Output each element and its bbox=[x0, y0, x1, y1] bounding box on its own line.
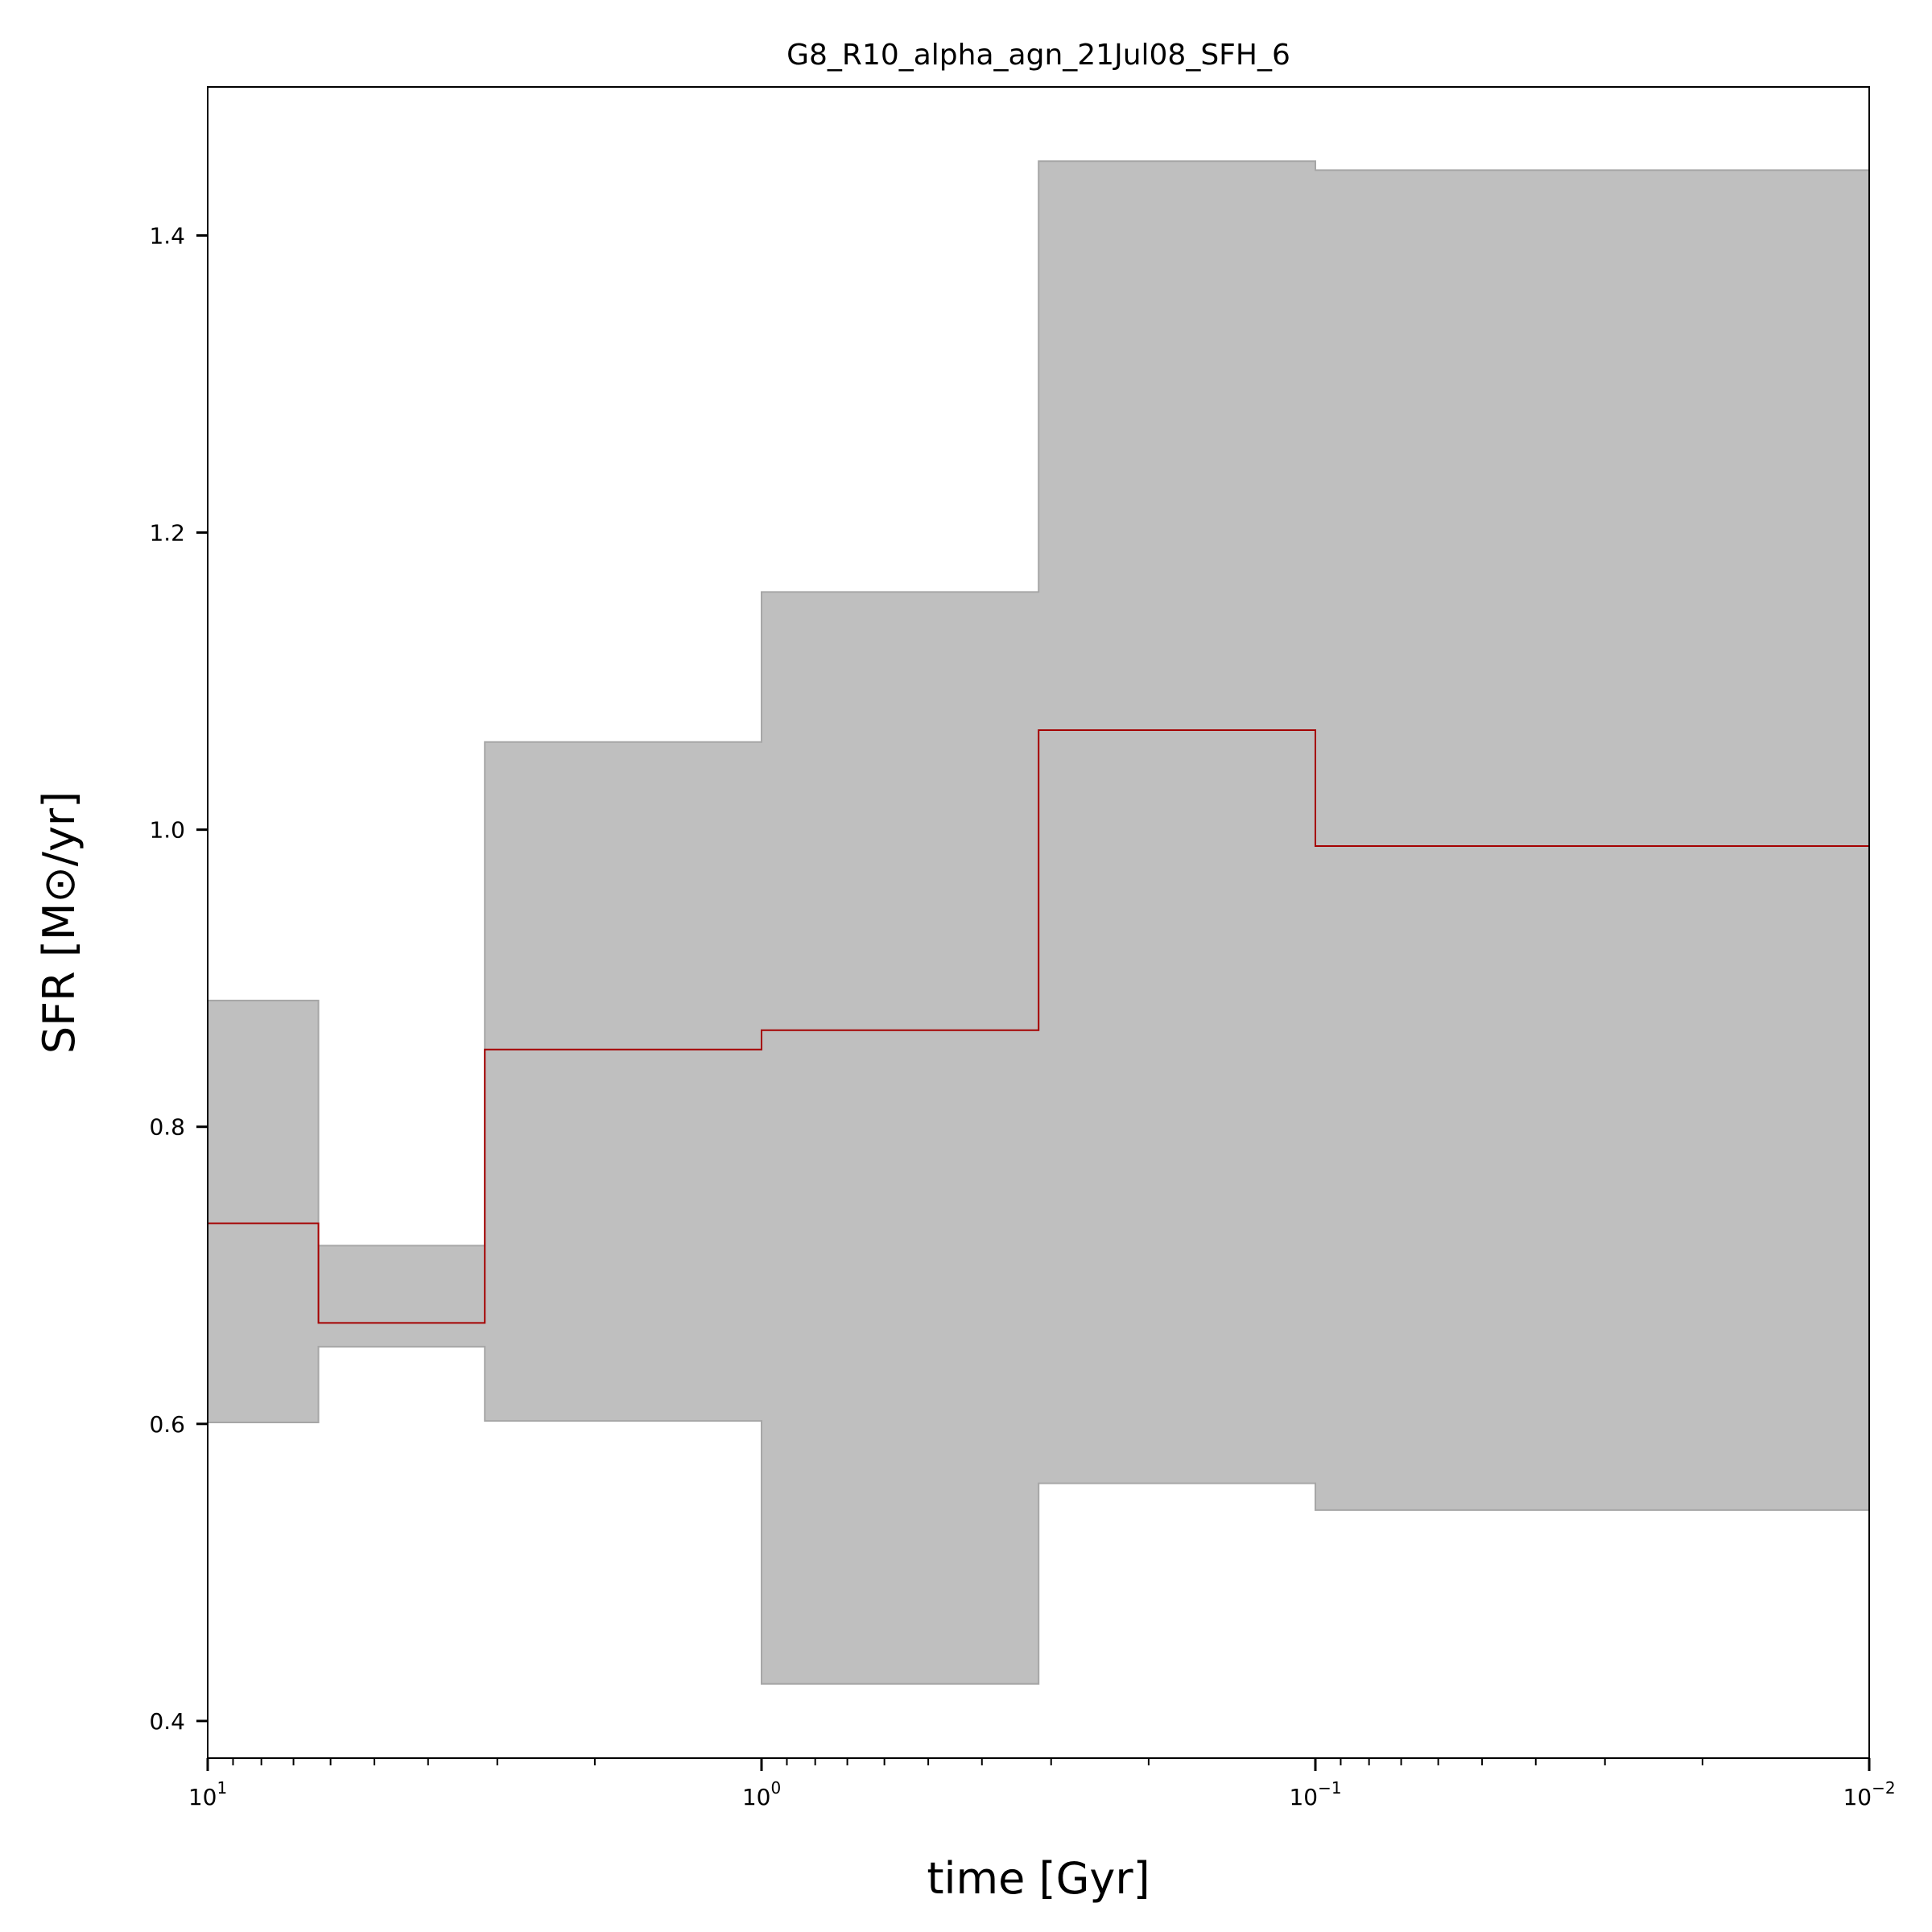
median-line-group bbox=[208, 729, 1869, 1324]
y-tick-label: 0.4 bbox=[149, 1708, 185, 1735]
y-tick-label: 1.0 bbox=[149, 817, 185, 844]
chart-title: G8_R10_alpha_agn_21Jul08_SFH_6 bbox=[786, 39, 1290, 72]
y-tick-label: 1.4 bbox=[149, 223, 185, 250]
x-axis: 101 100 10−1 10−2 bbox=[188, 1758, 1896, 1810]
x-tick-label: 101 bbox=[188, 1778, 227, 1810]
x-tick-label: 100 bbox=[742, 1778, 781, 1810]
x-axis-label: time [Gyr] bbox=[927, 1853, 1150, 1904]
x-tick-label: 10−1 bbox=[1289, 1778, 1341, 1810]
plot-frame bbox=[207, 86, 1870, 1759]
y-axis-label: SFR [M⊙/yr] bbox=[34, 791, 85, 1054]
y-tick-label: 0.6 bbox=[149, 1411, 185, 1438]
y-axis: 0.4 0.6 0.8 1.0 1.2 1.4 bbox=[149, 223, 208, 1735]
y-tick-label: 0.8 bbox=[149, 1114, 185, 1141]
median-sfr-line bbox=[208, 729, 1869, 1324]
y-tick-label: 1.2 bbox=[149, 520, 185, 547]
x-tick-label: 10−2 bbox=[1843, 1778, 1895, 1810]
